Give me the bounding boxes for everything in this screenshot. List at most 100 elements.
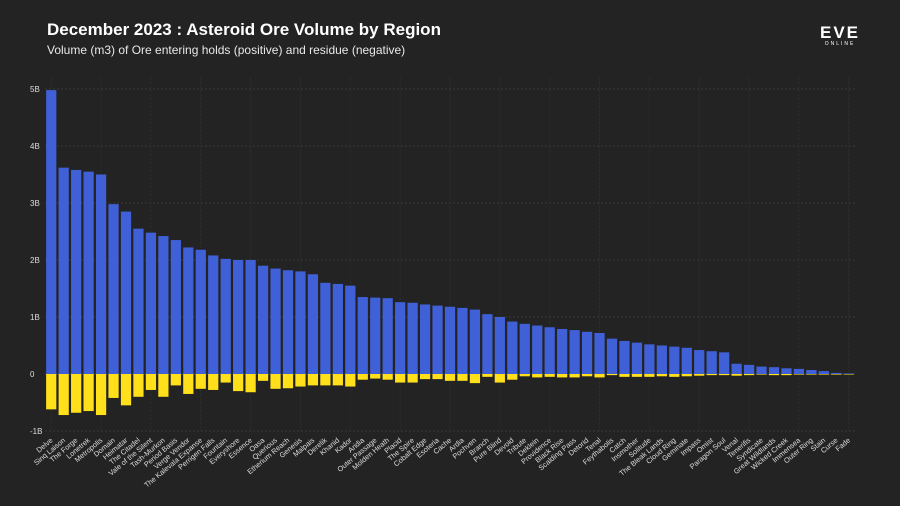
bar-positive-aridia xyxy=(357,297,368,374)
bar-negative-cache xyxy=(444,374,456,381)
bar-positive-tenal xyxy=(594,332,605,374)
bar-positive-molden-heath xyxy=(382,298,393,374)
bar-negative-vale-of-the-silent xyxy=(145,374,157,390)
y-tick-label: 4B xyxy=(30,142,40,151)
bar-negative-the-kalevala-expanse xyxy=(195,374,206,389)
bar-positive-derelik xyxy=(320,282,331,374)
bar-positive-geminate xyxy=(681,347,692,374)
bar-positive-etherium-reach xyxy=(282,270,294,374)
bar-positive-esoteria xyxy=(432,305,443,374)
bar-negative-the-citadel xyxy=(133,374,144,397)
bar-negative-cobalt-edge xyxy=(419,374,431,380)
bar-positive-tenerifis xyxy=(743,364,755,374)
bar-negative-heimatar xyxy=(120,374,132,406)
bar-positive-ardia xyxy=(457,307,468,374)
bar-negative-impass xyxy=(694,374,705,376)
bar-positive-the-bleak-lands xyxy=(656,345,667,374)
bar-negative-great-wildlands xyxy=(768,374,780,376)
bar-negative-providence xyxy=(544,374,555,377)
bar-negative-scalding-pass xyxy=(569,374,580,378)
bar-positive-pochven xyxy=(469,309,481,374)
bar-negative-detorid xyxy=(581,374,593,377)
bar-positive-domain xyxy=(108,204,119,374)
bar-negative-feythabolis xyxy=(606,374,618,376)
bar-negative-fountain xyxy=(220,374,231,383)
bar-positive-outer-passage xyxy=(370,297,381,374)
bar-positive-genesis xyxy=(295,271,306,374)
bar-negative-outer-ring xyxy=(806,374,817,375)
bar-positive-cloud-ring xyxy=(669,346,680,374)
chart-subtitle: Volume (m3) of Ore entering holds (posit… xyxy=(47,43,406,57)
bar-positive-cobalt-edge xyxy=(419,304,431,374)
bar-positive-outer-ring xyxy=(806,370,817,374)
bar-positive-delve xyxy=(46,90,57,374)
bar-positive-scalding-pass xyxy=(569,330,580,374)
bar-negative-domain xyxy=(108,374,119,398)
bar-positive-curse xyxy=(831,372,842,374)
bar-negative-tash-murkon xyxy=(158,374,169,397)
bar-positive-querious xyxy=(270,268,281,374)
bar-negative-stain xyxy=(818,374,829,375)
bar-negative-tenal xyxy=(594,374,605,378)
bar-negative-kador xyxy=(345,374,356,387)
y-tick-label: 0 xyxy=(30,370,35,379)
bar-negative-ardia xyxy=(457,374,468,381)
bar-negative-esoteria xyxy=(432,374,443,380)
bar-negative-perrigen-falls xyxy=(208,374,219,390)
bar-positive-the-spire xyxy=(407,302,418,374)
bar-negative-molden-heath xyxy=(382,374,393,380)
bar-positive-paragon-soul xyxy=(719,352,730,374)
bar-negative-insmother xyxy=(631,374,643,377)
bar-negative-venal xyxy=(731,374,742,376)
bar-positive-metropolis xyxy=(95,174,107,374)
bar-positive-the-forge xyxy=(71,169,82,374)
y-tick-label: 1B xyxy=(30,313,40,322)
bar-negative-genesis xyxy=(295,374,306,387)
bar-positive-everyshore xyxy=(233,260,244,374)
bar-negative-etherium-reach xyxy=(282,374,294,389)
bar-positive-fade xyxy=(843,373,854,374)
bar-negative-placid xyxy=(395,374,406,383)
bar-positive-syndicate xyxy=(756,366,767,374)
y-tick-label: -1B xyxy=(30,427,42,436)
bar-negative-devoid xyxy=(507,374,518,380)
bar-positive-khanid xyxy=(332,283,343,374)
bar-negative-malpais xyxy=(307,374,319,386)
y-tick-label: 3B xyxy=(30,199,40,208)
bar-negative-derelik xyxy=(320,374,331,386)
bar-positive-omist xyxy=(706,351,717,374)
bar-positive-devoid xyxy=(507,321,518,374)
bar-positive-providence xyxy=(544,327,555,374)
logo-main-text: EVE xyxy=(819,23,861,42)
bar-positive-wicked-creek xyxy=(781,368,792,374)
bar-positive-stain xyxy=(818,371,829,374)
bar-negative-curse xyxy=(831,374,842,375)
bar-positive-catch xyxy=(619,340,630,374)
bar-positive-placid xyxy=(395,302,406,374)
bar-negative-verge-vendor xyxy=(183,374,194,394)
bar-negative-the-bleak-lands xyxy=(656,374,667,377)
bar-negative-omist xyxy=(706,374,717,376)
eve-online-logo: EVE ONLINE xyxy=(812,23,868,47)
x-tick-label: Fade xyxy=(834,436,853,454)
bar-positive-branch xyxy=(482,314,493,374)
bar-negative-wicked-creek xyxy=(781,374,792,376)
bar-positive-vale-of-the-silent xyxy=(145,232,157,374)
bar-positive-insmother xyxy=(631,342,643,374)
bar-negative-delve xyxy=(46,374,57,410)
bar-negative-essence xyxy=(245,374,256,393)
bar-positive-lonetrek xyxy=(83,171,94,374)
bar-positive-essence xyxy=(245,260,256,374)
bar-positive-detorid xyxy=(581,331,593,374)
bar-positive-heimatar xyxy=(120,211,132,374)
bar-positive-impass xyxy=(694,350,705,374)
bar-positive-perrigen-falls xyxy=(208,255,219,374)
bar-positive-sinq-laison xyxy=(58,167,69,374)
bar-positive-venal xyxy=(731,363,742,374)
bar-negative-oasa xyxy=(257,374,269,381)
bar-positive-tribute xyxy=(519,323,530,374)
chart-title: December 2023 : Asteroid Ore Volume by R… xyxy=(47,20,441,39)
bar-negative-aridia xyxy=(357,374,368,380)
bar-positive-the-kalevala-expanse xyxy=(195,249,206,374)
